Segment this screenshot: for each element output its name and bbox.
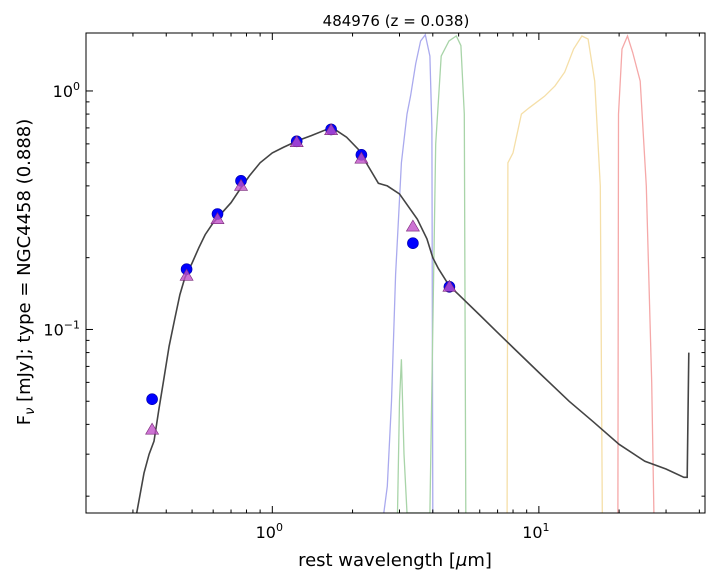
model-phot-point-5	[289, 135, 304, 147]
plot-frame	[85, 32, 706, 514]
y-axis-label-rest: [mJy]; type = NGC4458 (0.888)	[14, 119, 35, 408]
model-phot-point-8	[405, 219, 420, 232]
model-phot-point-2	[179, 268, 194, 281]
model-phot-point-7	[354, 151, 369, 164]
y-tick-label-2: 100	[53, 80, 80, 101]
x-axis-label-unit: m]	[467, 550, 492, 571]
observed-point-1	[146, 393, 158, 406]
chart-title: 484976 (z = 0.038)	[323, 12, 470, 30]
model-phot-point-3	[210, 212, 225, 224]
observed-point-8	[407, 237, 419, 249]
y-axis-label: Fν [mJy]; type = NGC4458 (0.888)	[14, 119, 38, 426]
x-axis-label: rest wavelength [μm]	[298, 550, 492, 571]
photometry-points	[145, 123, 457, 435]
y-tick-label-1: 10−1	[43, 318, 80, 339]
model-phot-point-1	[145, 422, 160, 435]
model-phot-point-9	[442, 279, 457, 292]
filter-curve-2	[396, 35, 467, 513]
filter-curve-3	[506, 35, 603, 513]
filter-curve-4	[617, 34, 655, 513]
model-sed-line	[135, 128, 690, 513]
axis-ticks: 100 101 10−1 100	[43, 33, 705, 542]
x-axis-label-main: rest wavelength [	[298, 550, 456, 571]
filter-curves	[383, 33, 655, 513]
model-sed	[135, 128, 690, 513]
filter-curve-1	[383, 33, 434, 513]
model-phot-point-4	[233, 178, 249, 191]
x-axis-label-mu: μ	[455, 550, 467, 571]
x-tick-label-2: 101	[522, 521, 549, 542]
model-phot-point-6	[324, 123, 339, 135]
y-axis-label-sub: ν	[23, 408, 38, 415]
x-tick-label-1: 100	[256, 521, 283, 542]
y-axis-label-main: F	[14, 415, 35, 425]
